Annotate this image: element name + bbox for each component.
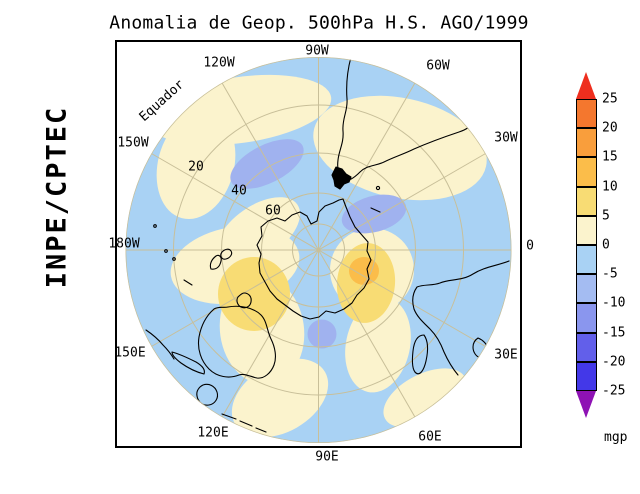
lat-label-60: 60 <box>265 203 281 219</box>
colorbar-tick: -25 <box>602 383 626 399</box>
lon-label-120W: 120W <box>203 55 235 71</box>
island-new-guinea <box>171 351 205 375</box>
colorbar-segment <box>576 99 597 129</box>
island-new-caledonia <box>183 279 193 286</box>
colorbar-segment <box>576 215 597 245</box>
colorbar-segment <box>576 361 597 391</box>
lon-label-150E: 150E <box>114 345 146 361</box>
island-new-zealand-north <box>220 248 233 260</box>
lon-label-180W: 180W <box>108 236 140 252</box>
lon-label-120E: 120E <box>197 425 229 441</box>
island-fiji-2 <box>172 257 176 261</box>
island-madagascar <box>411 334 429 375</box>
page-title: Anomalia de Geop. 500hPa H.S. AGO/1999 <box>109 12 529 34</box>
colorbar-segment <box>576 303 597 333</box>
colorbar-segment <box>576 244 597 275</box>
island-falklands <box>375 185 381 191</box>
lon-label-0: 0 <box>526 238 534 254</box>
colorbar-unit: mgp <box>604 430 628 445</box>
colorbar-tick: -5 <box>602 266 618 282</box>
colorbar-segment <box>576 274 597 304</box>
island-borneo <box>196 383 219 406</box>
island-new-zealand-south <box>209 254 222 270</box>
lon-label-90E: 90E <box>315 449 339 465</box>
graticule <box>125 57 512 443</box>
colorbar-tick: 25 <box>602 91 618 107</box>
colorbar-arrow-down-icon <box>576 391 596 418</box>
lon-label-90W: 90W <box>305 43 329 59</box>
lat-label-20: 20 <box>188 159 204 175</box>
coast-south-america <box>337 57 493 181</box>
lon-label-150W: 150W <box>117 135 149 151</box>
coast-africa <box>412 260 510 376</box>
lat-label-40: 40 <box>231 183 247 199</box>
island-sumatra <box>145 329 175 360</box>
colorbar-tick: 5 <box>602 208 610 224</box>
coast-tierra-del-fuego <box>331 166 352 190</box>
lon-label-60E: 60E <box>418 429 442 445</box>
colorbar-tick: -10 <box>602 295 626 311</box>
colorbar-tick: -15 <box>602 325 626 341</box>
lon-label-30W: 30W <box>494 130 518 146</box>
colorbar-tick: 15 <box>602 149 618 165</box>
colorbar-segment <box>576 332 597 362</box>
colorbar-segment <box>576 157 597 187</box>
coast-antarctica <box>256 198 372 320</box>
island-java-chain <box>221 413 267 433</box>
island-south-georgia <box>370 207 381 213</box>
anomaly-region-10-15 <box>349 257 379 285</box>
coastlines <box>145 57 510 433</box>
lon-label-30E: 30E <box>494 347 518 363</box>
colorbar-segments <box>576 99 597 391</box>
island-fiji-1 <box>164 249 168 253</box>
island-samoa <box>153 224 157 228</box>
anomaly-region-neg10-neg5 <box>230 139 407 349</box>
colorbar-segment <box>576 186 597 216</box>
colorbar-tick: 10 <box>602 179 618 195</box>
lon-label-60W: 60W <box>426 58 450 74</box>
colorbar-tick: 0 <box>602 237 610 253</box>
colorbar-tick: 20 <box>602 120 618 136</box>
colorbar-segment <box>576 128 597 158</box>
island-tasmania <box>236 292 252 309</box>
colorbar-arrow-up-icon <box>576 72 596 99</box>
colorbar-tick: -20 <box>602 354 626 370</box>
